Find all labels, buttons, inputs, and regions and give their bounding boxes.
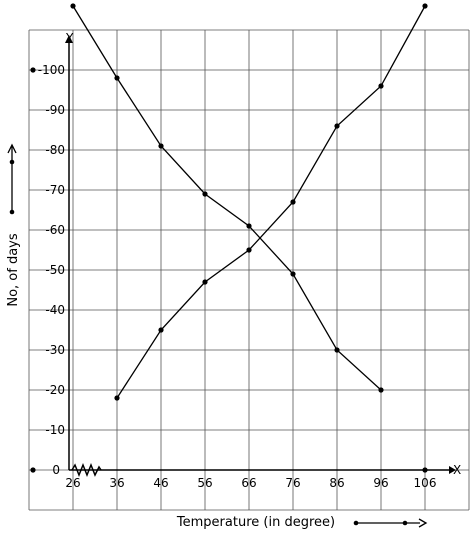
series-line-1 bbox=[72, 5, 382, 391]
y-tick-label: -40 bbox=[45, 303, 65, 317]
x-axis-marker bbox=[422, 467, 428, 473]
x-title-arrowhead bbox=[418, 518, 428, 528]
grid bbox=[28, 29, 470, 511]
data-point bbox=[246, 247, 252, 253]
y-tick-label: -10 bbox=[45, 423, 65, 437]
x-tick-label: 106 bbox=[414, 476, 437, 490]
y-tick-label: -50 bbox=[45, 263, 65, 277]
data-point bbox=[158, 327, 164, 333]
data-point bbox=[202, 191, 208, 197]
y-axis-arrowhead bbox=[65, 35, 73, 43]
tick-labels: 26 36 46 56 66 76 86 96 106 -10 -20 -30 -40 -50 -60 -70… bbox=[38, 63, 437, 490]
series-group bbox=[30, 3, 428, 473]
origin-marker bbox=[30, 467, 36, 473]
y-axis-marker bbox=[30, 67, 36, 73]
x-axis-title-group: Temperature (in degree) bbox=[176, 515, 428, 530]
data-point bbox=[422, 3, 428, 9]
data-point bbox=[334, 123, 340, 129]
data-point bbox=[290, 199, 296, 205]
y-tick-label: -90 bbox=[45, 103, 65, 117]
x-title-arrow-dot-end bbox=[402, 520, 408, 526]
x-tick-label: 86 bbox=[329, 476, 344, 490]
x-tick-label: 96 bbox=[373, 476, 388, 490]
x-axis-letter: X bbox=[453, 463, 461, 477]
y-tick-label: -80 bbox=[45, 143, 65, 157]
y-tick-label: -30 bbox=[45, 343, 65, 357]
y-tick-label: -60 bbox=[45, 223, 65, 237]
origin-label: 0 bbox=[52, 463, 60, 477]
data-point bbox=[290, 271, 296, 277]
y-tick-label: -100 bbox=[38, 63, 65, 77]
x-axis-arrowhead bbox=[449, 466, 456, 474]
series-line-2 bbox=[116, 5, 426, 399]
data-point bbox=[70, 3, 76, 9]
y-title-arrow-dot-bottom bbox=[9, 209, 15, 215]
y-axis-letter: Y bbox=[65, 31, 74, 45]
y-axis-title-group: No, of days bbox=[6, 143, 21, 307]
data-point bbox=[378, 83, 384, 89]
y-axis-title: No, of days bbox=[6, 233, 21, 307]
y-tick-label: -20 bbox=[45, 383, 65, 397]
data-point bbox=[202, 279, 208, 285]
x-tick-label: 26 bbox=[65, 476, 80, 490]
x-tick-label: 76 bbox=[285, 476, 300, 490]
x-tick-label: 36 bbox=[109, 476, 124, 490]
x-tick-label: 46 bbox=[153, 476, 168, 490]
x-tick-label: 56 bbox=[197, 476, 212, 490]
axis-break-zigzag bbox=[71, 462, 102, 478]
x-title-arrow-dot-start bbox=[353, 520, 359, 526]
data-point bbox=[334, 347, 340, 353]
y-title-arrowhead bbox=[7, 143, 17, 154]
x-axis-title: Temperature (in degree) bbox=[176, 515, 335, 530]
y-title-arrow-dot-top bbox=[9, 159, 15, 165]
data-point bbox=[378, 387, 384, 393]
x-tick-label: 66 bbox=[241, 476, 256, 490]
data-point bbox=[246, 223, 252, 229]
data-point bbox=[114, 395, 120, 401]
data-point bbox=[114, 75, 120, 81]
data-point bbox=[158, 143, 164, 149]
axes: X Y 0 bbox=[52, 31, 461, 478]
y-tick-label: -70 bbox=[45, 183, 65, 197]
